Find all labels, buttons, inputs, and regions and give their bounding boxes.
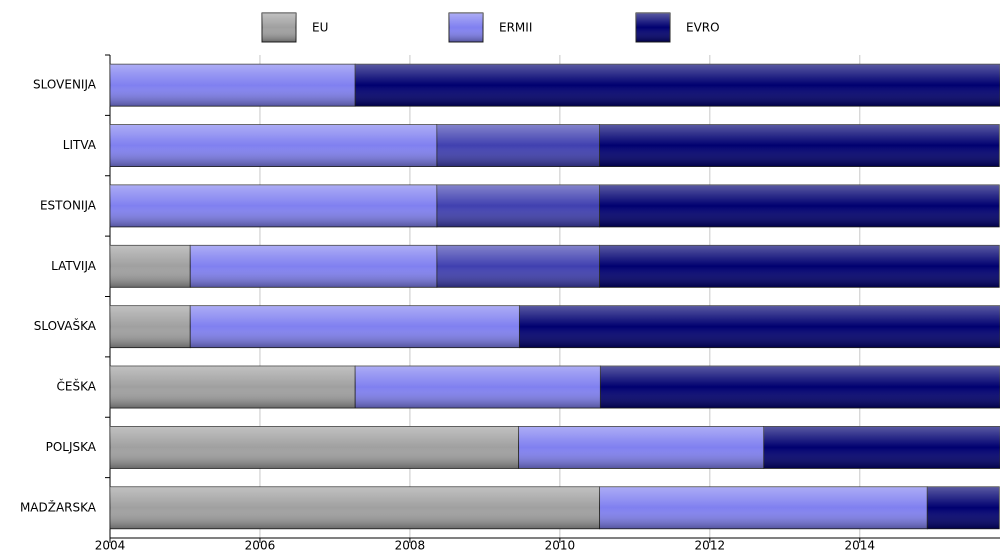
bar-shade [110,124,437,167]
bar-shade [110,426,519,469]
bar-shade [110,64,356,107]
x-tick-label: 2014 [845,539,876,551]
bar-shade [355,64,1000,107]
x-tick-label: 2006 [245,539,276,551]
bar-shade [599,184,1000,227]
legend-shade [636,13,670,42]
legend-label: EU [312,21,328,35]
bar-shade [599,486,928,529]
legend-shade [449,13,483,42]
bar-shade [518,426,764,469]
bar-shade [110,305,191,348]
bar-shade [519,305,1000,348]
x-tick-label: 2004 [95,539,126,551]
bar-shade [763,426,1000,469]
bar-shade [436,124,600,167]
y-tick-label: ČEŠKA [57,379,97,394]
bar-shade [190,245,437,288]
bar-shade [599,245,1000,288]
bar-shade [436,245,600,288]
y-tick-label: LITVA [63,138,97,152]
bar-shade [110,184,437,227]
bar-shade [599,124,1000,167]
bar-shade [110,486,600,529]
bar-shade [190,305,520,348]
y-tick-label: SLOVAŠKA [34,318,97,333]
legend-shade [262,13,296,42]
bar-shade [436,184,600,227]
legend-label: EVRO [686,21,720,35]
y-tick-label: LATVIJA [51,259,97,273]
y-tick-label: MADŽARSKA [20,499,97,514]
legend-label: ERMII [499,21,532,35]
bar-shade [110,245,191,288]
bar-shade [927,486,1000,529]
bar-shade [110,366,356,409]
y-tick-label: ESTONIJA [40,198,97,212]
y-tick-label: POLJSKA [46,440,97,454]
bar-shade [355,366,601,409]
x-tick-label: 2012 [695,539,726,551]
x-tick-label: 2008 [395,539,426,551]
bar-shade [600,366,1000,409]
x-tick-label: 2010 [545,539,576,551]
y-tick-label: SLOVENIJA [33,78,97,92]
